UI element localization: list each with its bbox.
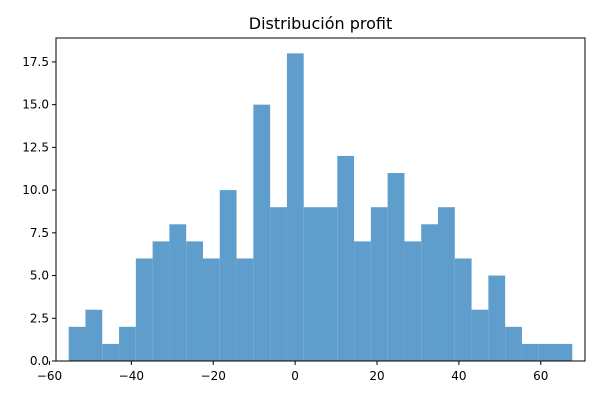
histogram-bar (253, 104, 271, 362)
x-tick-label: −60 (37, 369, 62, 383)
histogram-bar (202, 258, 220, 361)
histogram-bar (236, 258, 254, 361)
histogram-bar (555, 343, 573, 361)
histogram-bar (219, 190, 237, 361)
x-tick-label: 40 (451, 369, 466, 383)
chart-title: Distribución profit (249, 14, 392, 33)
histogram-bar (404, 241, 422, 361)
histogram-bar (303, 207, 321, 361)
histogram-bar (438, 207, 455, 361)
bars-group (68, 53, 573, 362)
y-tick-label: 5.0 (30, 269, 49, 283)
histogram-bar (169, 224, 187, 361)
histogram-bar (186, 241, 203, 361)
histogram-bar (85, 309, 103, 361)
x-tick-label: −40 (119, 369, 144, 383)
histogram-bar (471, 309, 489, 361)
histogram-bar (135, 258, 153, 361)
plot-frame (55, 37, 586, 362)
x-tick-label: −20 (201, 369, 226, 383)
histogram-bar (337, 155, 355, 361)
x-tick-label: 20 (369, 369, 384, 383)
histogram-bar (119, 326, 136, 361)
y-tick-label: 10.0 (22, 183, 49, 197)
histogram-bar (454, 258, 472, 361)
histogram-bar (538, 343, 556, 361)
histogram-bar (286, 53, 304, 361)
y-tick-label: 15.0 (22, 98, 49, 112)
y-tick-label: 2.5 (30, 311, 49, 325)
histogram-bar (68, 326, 86, 361)
histogram-bar (320, 207, 338, 361)
x-tick-label: 0 (291, 369, 299, 383)
histogram-bar (370, 207, 388, 361)
histogram-bar (270, 207, 287, 361)
y-axis: 0.0 2.5 5.0 7.5 10.0 12.5 15.0 17.5 (22, 55, 56, 368)
histogram-bar (521, 343, 539, 361)
histogram-bar (421, 224, 439, 361)
x-tick-label: 60 (533, 369, 548, 383)
histogram-bar (354, 241, 371, 361)
x-axis: −60 −40 −20 0 20 40 60 (37, 361, 548, 383)
histogram-bar (505, 326, 522, 361)
histogram-bar (102, 343, 120, 361)
y-tick-label: 7.5 (30, 226, 49, 240)
histogram-bar (488, 275, 506, 361)
y-tick-label: 17.5 (22, 55, 49, 69)
y-tick-label: 0.0 (30, 354, 49, 368)
histogram-bar (387, 173, 405, 361)
y-tick-label: 12.5 (22, 140, 49, 154)
histogram-bar (152, 241, 170, 361)
